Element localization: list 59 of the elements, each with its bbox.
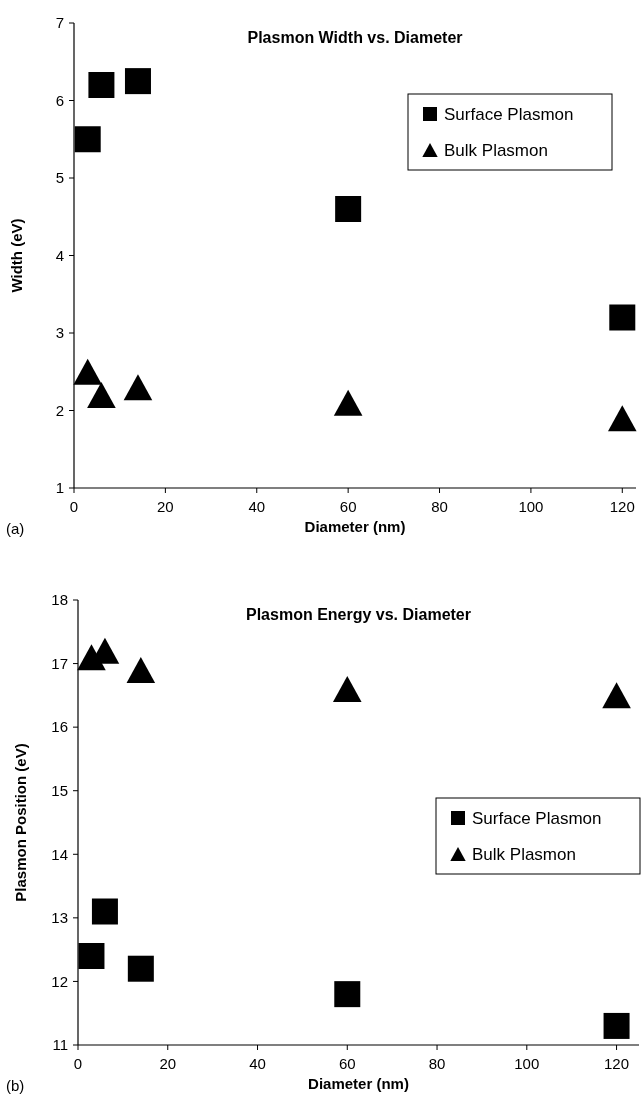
y-tick-label: 1 xyxy=(55,479,64,497)
x-tick-label: 20 xyxy=(157,498,174,515)
x-tick-label: 20 xyxy=(159,1055,177,1072)
y-tick-label: 14 xyxy=(51,845,68,863)
point xyxy=(335,196,362,222)
x-tick-label: 0 xyxy=(73,1055,83,1072)
text: (a) xyxy=(6,520,25,537)
y-tick-label: 16 xyxy=(51,718,68,736)
text: (b) xyxy=(6,1077,25,1094)
point xyxy=(602,682,631,709)
y-tick-label: 4 xyxy=(55,246,64,264)
point xyxy=(91,898,118,925)
x-tick-label: 0 xyxy=(69,498,79,515)
y-axis-title: Plasmon Position (eV) xyxy=(12,743,29,902)
legend-label: Surface Plasmon xyxy=(472,808,602,828)
x-tick-label: 80 xyxy=(431,498,448,515)
x-tick-label: 100 xyxy=(514,1055,540,1072)
point xyxy=(609,304,636,331)
point xyxy=(334,981,361,1008)
y-tick-label: 17 xyxy=(51,654,68,672)
x-tick-label: 40 xyxy=(249,1055,266,1072)
point xyxy=(88,72,115,98)
point xyxy=(332,676,362,702)
x-axis-title: Diameter (nm) xyxy=(304,518,406,535)
point xyxy=(87,382,116,408)
y-tick-label: 7 xyxy=(55,14,64,32)
y-tick-label: 2 xyxy=(55,401,64,419)
point xyxy=(73,358,103,385)
y-tick-label: 5 xyxy=(55,169,64,187)
point xyxy=(74,126,101,153)
point xyxy=(123,374,153,401)
chart-title: Plasmon Width vs. Diameter xyxy=(247,29,463,46)
x-axis-title: Diameter (nm) xyxy=(308,1075,409,1092)
y-tick-label: 11 xyxy=(52,1036,68,1054)
legend-label: Bulk Plasmon xyxy=(444,140,548,160)
point xyxy=(333,389,363,416)
point xyxy=(126,656,156,683)
y-axis-title: Width (eV) xyxy=(8,218,25,293)
x-tick-label: 120 xyxy=(604,1055,630,1072)
point xyxy=(603,1012,630,1039)
legend-label: Bulk Plasmon xyxy=(472,844,576,864)
x-tick-label: 60 xyxy=(339,498,357,515)
x-tick-label: 100 xyxy=(518,498,544,515)
point xyxy=(607,405,637,432)
y-tick-label: 3 xyxy=(55,324,64,342)
x-tick-label: 120 xyxy=(609,498,635,515)
y-tick-label: 15 xyxy=(51,781,68,799)
legend-label: Surface Plasmon xyxy=(444,104,574,124)
x-tick-label: 80 xyxy=(428,1055,446,1072)
point xyxy=(124,68,151,95)
point xyxy=(127,955,154,982)
y-tick-label: 12 xyxy=(51,972,68,990)
y-tick-label: 6 xyxy=(55,91,64,109)
y-tick-label: 13 xyxy=(51,909,68,927)
x-tick-label: 60 xyxy=(338,1055,356,1072)
point xyxy=(78,943,105,969)
chart-title: Plasmon Energy vs. Diameter xyxy=(246,606,471,623)
y-tick-label: 18 xyxy=(51,591,68,609)
x-tick-label: 40 xyxy=(248,498,266,515)
